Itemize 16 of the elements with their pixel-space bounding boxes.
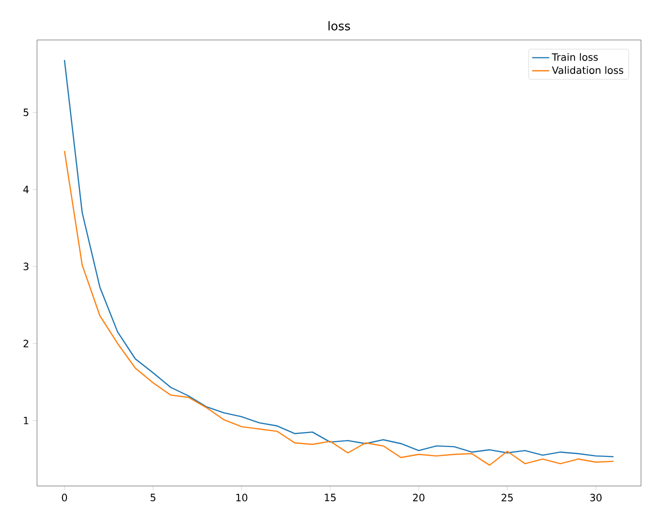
y-tick-label: 3 xyxy=(24,262,28,270)
x-tick-label: 0 xyxy=(62,494,67,502)
x-tick-label: 10 xyxy=(236,494,248,502)
x-tick-label: 15 xyxy=(324,494,336,502)
y-tick-label: 1 xyxy=(24,416,28,424)
y-tick-label: 5 xyxy=(24,108,28,116)
y-tick-label: 2 xyxy=(24,340,28,348)
x-tick-label: 5 xyxy=(150,494,156,502)
x-tick-label: 20 xyxy=(413,494,424,502)
line-series xyxy=(64,150,614,466)
x-tick-label: 30 xyxy=(590,494,602,502)
legend-label: Train loss xyxy=(552,53,598,61)
x-tick-label: 25 xyxy=(502,494,513,502)
y-tick-label: 4 xyxy=(23,186,29,194)
chart-title: loss xyxy=(328,21,350,30)
legend-label: Validation loss xyxy=(552,66,624,74)
